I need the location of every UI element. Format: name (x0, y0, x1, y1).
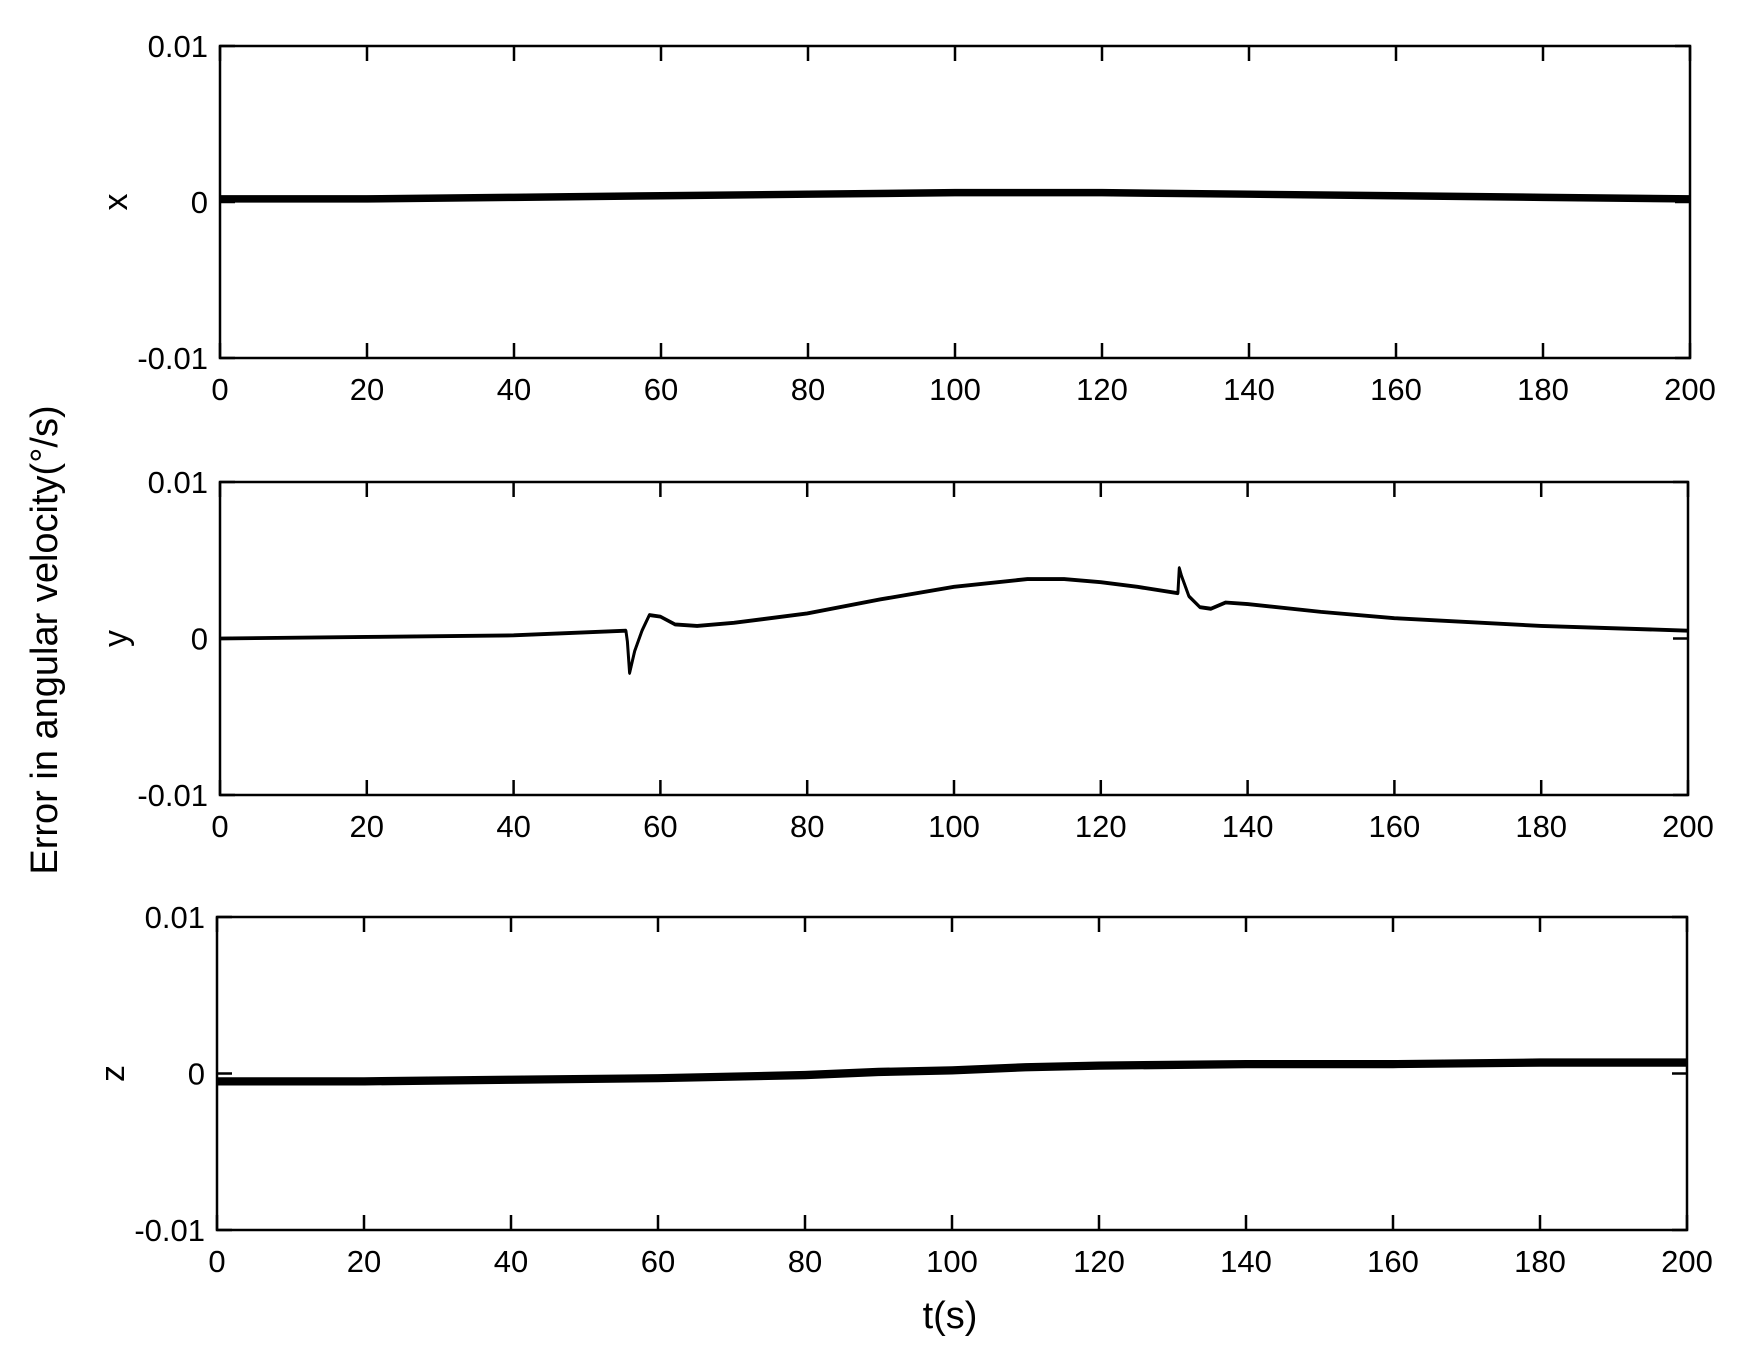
x-tick-label: 80 (790, 809, 824, 844)
x-tick-label: 180 (1515, 809, 1567, 844)
x-tick-label: 120 (1075, 809, 1127, 844)
y-tick-label: -0.01 (137, 778, 208, 813)
x-tick-label: 120 (1073, 1244, 1125, 1279)
x-tick-label: 20 (350, 809, 384, 844)
x-tick-label: 160 (1367, 1244, 1419, 1279)
y-tick-label: -0.01 (137, 341, 208, 376)
x-tick-label: 0 (211, 372, 228, 407)
y-tick-label: 0.01 (148, 29, 208, 64)
x-tick-label: 140 (1223, 372, 1275, 407)
series-line-z (217, 1061, 1687, 1083)
x-tick-label: 80 (788, 1244, 822, 1279)
x-tick-label: 20 (347, 1244, 381, 1279)
x-tick-label: 120 (1076, 372, 1128, 407)
x-tick-label: 40 (497, 372, 531, 407)
x-tick-label: 60 (643, 809, 677, 844)
x-tick-label: 100 (928, 809, 980, 844)
global-y-axis-label: Error in angular velocity(°/s) (24, 405, 66, 874)
x-tick-label: 40 (496, 809, 530, 844)
x-tick-label: 140 (1220, 1244, 1272, 1279)
x-tick-label: 160 (1369, 809, 1421, 844)
y-tick-label: 0 (191, 622, 208, 657)
x-tick-label: 160 (1370, 372, 1422, 407)
y-tick-label: -0.01 (134, 1213, 205, 1248)
y-tick-label: 0.01 (145, 900, 205, 935)
x-tick-label: 20 (350, 372, 384, 407)
x-tick-label: 0 (211, 809, 228, 844)
x-tick-label: 180 (1514, 1244, 1566, 1279)
y-axis-label-y: y (97, 630, 135, 647)
y-tick-label: 0 (191, 185, 208, 220)
x-tick-label: 100 (929, 372, 981, 407)
series-line-y (219, 566, 1689, 675)
x-tick-label: 100 (926, 1244, 978, 1279)
y-axis-label-z: z (94, 1065, 132, 1082)
y-axis-label-x: x (97, 194, 135, 211)
x-tick-label: 200 (1662, 809, 1714, 844)
global-x-axis-label: t(s) (923, 1295, 978, 1337)
x-tick-label: 180 (1517, 372, 1569, 407)
x-tick-label: 0 (208, 1244, 225, 1279)
x-tick-label: 200 (1664, 372, 1716, 407)
y-tick-label: 0 (188, 1057, 205, 1092)
x-tick-label: 40 (494, 1244, 528, 1279)
x-tick-label: 80 (791, 372, 825, 407)
x-tick-label: 140 (1222, 809, 1274, 844)
x-tick-label: 60 (641, 1244, 675, 1279)
series-line-x (220, 191, 1691, 201)
x-tick-label: 200 (1661, 1244, 1713, 1279)
x-tick-label: 60 (644, 372, 678, 407)
y-tick-label: 0.01 (148, 465, 208, 500)
